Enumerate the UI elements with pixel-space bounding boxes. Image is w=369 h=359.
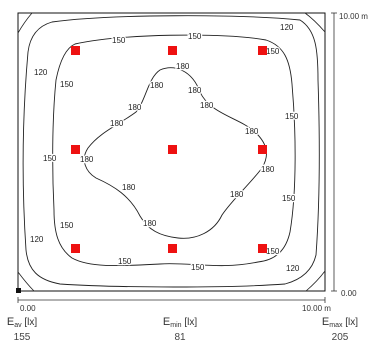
contour-label: 180 (188, 86, 202, 95)
luminaire-marker (258, 244, 267, 253)
contour-label: 150 (118, 257, 132, 266)
contour-label: 180 (176, 62, 190, 71)
contour-label: 180 (150, 81, 164, 90)
contour-120 (22, 15, 320, 288)
contour-label: 150 (282, 194, 296, 203)
stat-value: 81 (174, 332, 186, 343)
stat-subscript: max (329, 322, 343, 329)
luminaire-marker (168, 145, 177, 154)
stat-symbol: E (6, 316, 15, 328)
contour-label: 150 (60, 221, 74, 230)
contour-label: 180 (245, 127, 259, 136)
contour-label: 120 (280, 23, 294, 32)
corner-contour-top-right (304, 12, 326, 33)
contour-label: 180 (122, 183, 136, 192)
illuminance-stats: Eav [lx] 155 Emin [lx] 81 Emax [lx] 205 (0, 316, 369, 359)
contour-label: 150 (266, 47, 280, 56)
luminaire-marker (168, 46, 177, 55)
x-axis-start-label: 0.00 (20, 304, 36, 313)
contour-label: 120 (286, 264, 300, 273)
contour-150 (52, 34, 296, 267)
luminaire-grid (71, 46, 267, 253)
y-axis-start-label: 0.00 (341, 289, 357, 298)
luminaire-marker (71, 244, 80, 253)
contour-label: 180 (128, 103, 142, 112)
contour-label: 180 (230, 190, 244, 199)
luminaire-marker (258, 145, 267, 154)
contour-180 (83, 67, 267, 239)
contour-label: 180 (143, 219, 157, 228)
contour-label: 150 (266, 247, 280, 256)
luminaire-marker (168, 244, 177, 253)
stat-subscript: av (14, 322, 22, 329)
stat-symbol: E (321, 316, 330, 328)
contour-label: 180 (110, 119, 124, 128)
contour-label: 120 (34, 68, 48, 77)
luminaire-marker (71, 145, 80, 154)
contour-label: 150 (112, 36, 126, 45)
corner-contour-bottom-left (17, 271, 35, 292)
contour-label: 150 (188, 32, 202, 41)
stat-maximum: Emax [lx] 205 (312, 316, 368, 344)
x-axis-end-label: 10.00 m (302, 304, 331, 313)
contour-label: 150 (60, 80, 74, 89)
contour-label: 150 (191, 263, 205, 272)
contour-label: 180 (200, 101, 214, 110)
corner-contour-bottom-right (305, 270, 326, 292)
contour-label: 180 (80, 155, 94, 164)
stat-subscript: min (170, 322, 182, 329)
stat-value: 155 (13, 332, 31, 343)
stat-unit: [lx] (345, 317, 359, 328)
contour-label: 150 (285, 112, 299, 121)
stat-minimum: Emin [lx] 81 (152, 316, 208, 344)
stat-unit: [lx] (24, 317, 38, 328)
luminaire-marker (71, 46, 80, 55)
contour-label: 150 (43, 154, 57, 163)
room-outline (17, 12, 326, 292)
corner-contour-top-left (17, 12, 33, 34)
origin-marker (16, 288, 21, 293)
contour-label: 120 (30, 235, 44, 244)
y-axis-end-label: 10.00 m (339, 12, 368, 21)
stat-symbol: E (162, 316, 171, 328)
isolux-diagram: 120 120 120 120 150 150 150 150 150 150 … (16, 12, 368, 313)
contour-label: 180 (261, 165, 275, 174)
luminaire-marker (258, 46, 267, 55)
stat-value: 205 (331, 332, 349, 343)
stat-unit: [lx] (184, 317, 198, 328)
stat-average: Eav [lx] 155 (0, 316, 44, 344)
